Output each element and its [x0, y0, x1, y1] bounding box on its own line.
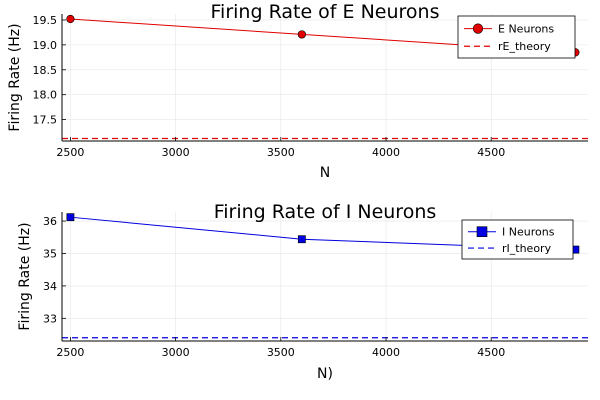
x-tick-label: 3500: [267, 146, 295, 159]
data-point: [297, 30, 306, 39]
y-tick-label: 33: [43, 312, 57, 325]
y-tick-label: 18.5: [33, 64, 58, 77]
data-point: [66, 213, 75, 222]
x-tick-label: 2500: [56, 146, 84, 159]
y-tick-label: 36: [43, 215, 57, 228]
y-tick-label: 19.5: [33, 14, 58, 27]
legend-i: I Neurons rI_theory: [461, 219, 574, 260]
legend-label-i-neurons: I Neurons: [502, 226, 555, 239]
data-point: [297, 235, 306, 244]
x-tick-label: 4500: [477, 146, 505, 159]
chart-title-e: Firing Rate of E Neurons: [211, 1, 440, 23]
ticks-e: 2500 3000 3500 4000 4500 17.5 18.0 18.5 19.0 19.5: [33, 14, 506, 159]
x-axis-label-e: N: [320, 165, 330, 181]
x-tick-label: 3500: [267, 346, 295, 359]
y-tick-label: 19.0: [33, 39, 58, 52]
x-axis-label-i: N): [317, 366, 333, 382]
legend-marker-shape: [472, 23, 484, 34]
legend-box-e: [457, 15, 576, 59]
legend-marker-e-neurons: [472, 23, 484, 34]
markers-i: [66, 213, 580, 254]
axes-frame-i: [61, 212, 588, 342]
legend-marker-shape: [476, 226, 488, 237]
ticks-i: 2500 3000 3500 4000 4500 33 34 35 36: [43, 215, 505, 359]
x-tick-label: 3000: [162, 146, 190, 159]
legend-marker-i-neurons: [476, 226, 488, 237]
y-tick-label: 18.0: [33, 89, 58, 102]
x-tick-label: 4000: [372, 346, 400, 359]
x-tick-label: 3000: [162, 346, 190, 359]
legend-label-ri-theory: rI_theory: [502, 242, 552, 255]
y-axis-label-i: Firing Rate (Hz): [17, 222, 33, 330]
y-axis-label-e: Firing Rate (Hz): [7, 23, 23, 131]
chart-title-i: Firing Rate of I Neurons: [214, 201, 437, 223]
chart-i-neurons: 2500 3000 3500 4000 4500 33 34 35 36 Firing Rate…: [17, 201, 588, 382]
data-point: [66, 14, 75, 24]
x-tick-label: 2500: [56, 346, 84, 359]
y-tick-label: 17.5: [33, 114, 58, 127]
y-tick-label: 35: [43, 247, 57, 260]
legend-e: E Neurons rE_theory: [457, 15, 576, 59]
x-tick-label: 4500: [477, 346, 505, 359]
chart-e-neurons: 2500 3000 3500 4000 4500 17.5 18.0 18.5 19.0 19.5…: [7, 1, 588, 181]
legend-label-re-theory: rE_theory: [498, 40, 551, 53]
legend-label-e-neurons: E Neurons: [498, 23, 554, 36]
y-tick-label: 34: [43, 280, 57, 293]
x-tick-label: 4000: [372, 146, 400, 159]
